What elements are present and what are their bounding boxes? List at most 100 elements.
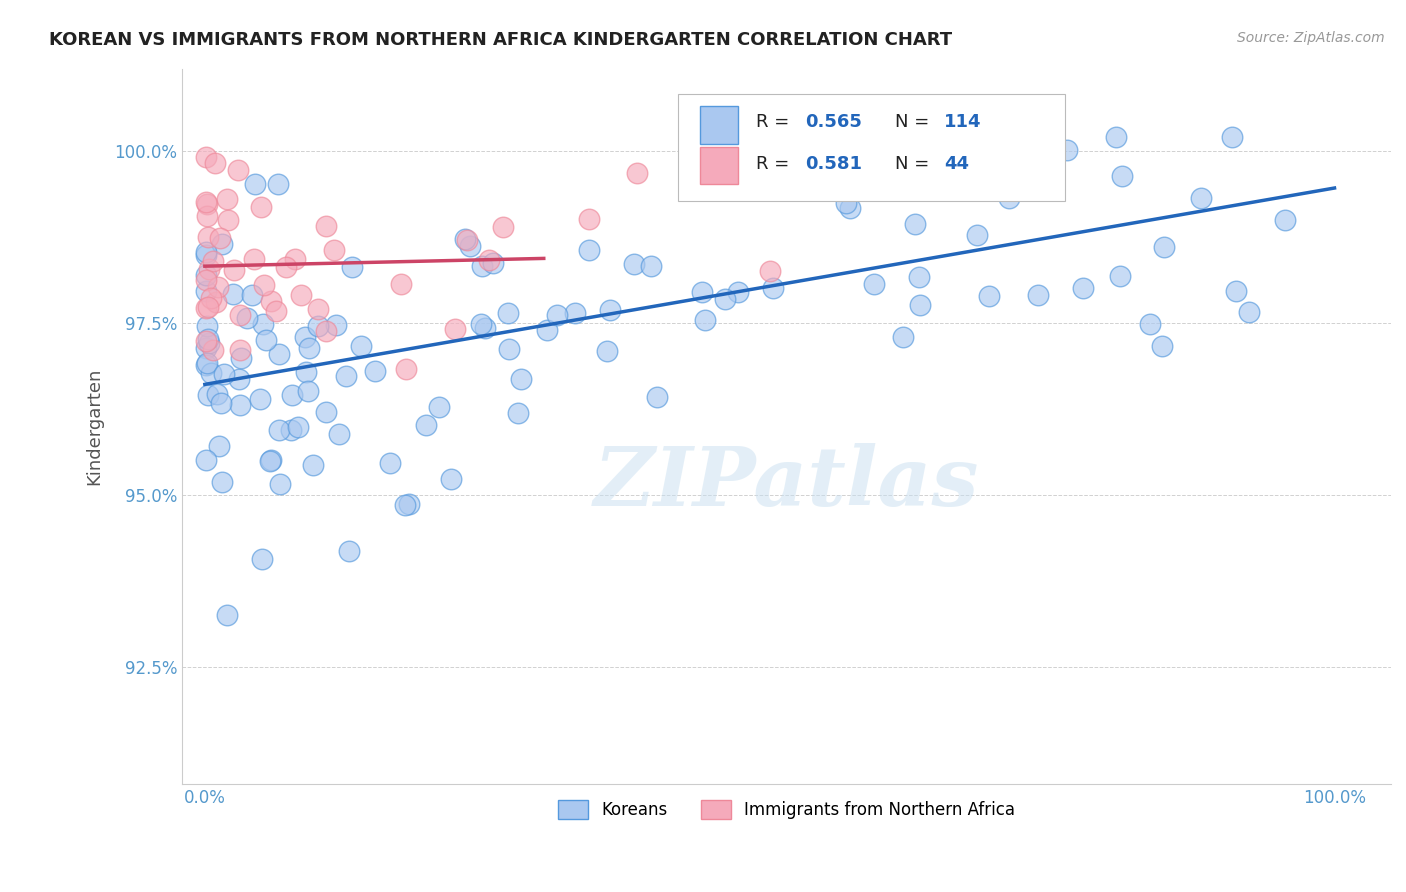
Point bbox=[496, 306, 519, 320]
Point bbox=[966, 227, 988, 242]
Point bbox=[917, 130, 939, 145]
Point bbox=[893, 329, 915, 343]
Text: 0.565: 0.565 bbox=[804, 113, 862, 131]
Point bbox=[714, 292, 737, 306]
Point bbox=[195, 197, 218, 211]
Point bbox=[229, 343, 252, 358]
Point bbox=[596, 343, 619, 358]
Point bbox=[1071, 280, 1094, 294]
Point bbox=[252, 317, 274, 331]
Point bbox=[482, 256, 505, 270]
Point bbox=[195, 209, 218, 223]
Point bbox=[201, 254, 224, 268]
Point bbox=[284, 252, 307, 266]
Point bbox=[229, 398, 252, 412]
Point bbox=[838, 202, 860, 216]
Point bbox=[440, 472, 463, 486]
Point bbox=[474, 320, 496, 334]
Point bbox=[727, 285, 749, 299]
Point bbox=[1139, 317, 1161, 331]
Point bbox=[415, 418, 437, 433]
Point bbox=[949, 166, 972, 180]
Point bbox=[195, 150, 218, 164]
Point bbox=[998, 191, 1021, 205]
Text: R =: R = bbox=[756, 113, 790, 131]
Point bbox=[1109, 269, 1132, 284]
Point bbox=[429, 401, 451, 415]
FancyBboxPatch shape bbox=[700, 147, 738, 185]
Point bbox=[389, 277, 412, 291]
Point bbox=[217, 213, 239, 227]
Point bbox=[208, 439, 231, 453]
Point bbox=[217, 607, 239, 622]
Point bbox=[201, 343, 224, 357]
Point bbox=[280, 423, 302, 437]
Point bbox=[274, 260, 297, 274]
Point bbox=[240, 288, 263, 302]
Point bbox=[208, 230, 231, 244]
Point bbox=[259, 453, 281, 467]
Point bbox=[460, 239, 482, 253]
Point bbox=[260, 293, 283, 308]
Point bbox=[195, 319, 218, 334]
Point bbox=[498, 342, 520, 356]
Point bbox=[222, 286, 245, 301]
Point bbox=[690, 285, 713, 299]
Point bbox=[394, 498, 416, 512]
Point bbox=[325, 318, 347, 333]
Legend: Koreans, Immigrants from Northern Africa: Koreans, Immigrants from Northern Africa bbox=[551, 793, 1022, 825]
Point bbox=[506, 405, 529, 419]
Point bbox=[204, 156, 226, 170]
Point bbox=[236, 311, 259, 326]
Point bbox=[222, 263, 245, 277]
Point bbox=[623, 257, 645, 271]
Point bbox=[456, 233, 478, 247]
Point bbox=[249, 200, 271, 214]
Point bbox=[337, 544, 360, 558]
Text: N =: N = bbox=[896, 113, 929, 131]
Point bbox=[328, 426, 350, 441]
Point bbox=[249, 392, 271, 406]
Point bbox=[195, 247, 218, 261]
Point bbox=[1026, 288, 1049, 302]
Point bbox=[231, 351, 253, 365]
Point bbox=[198, 262, 221, 277]
Point bbox=[398, 497, 420, 511]
Point bbox=[266, 303, 288, 318]
Point bbox=[267, 177, 290, 191]
Point bbox=[259, 454, 281, 468]
Point bbox=[195, 452, 218, 467]
Point bbox=[269, 423, 291, 437]
Point bbox=[478, 252, 501, 267]
Text: 44: 44 bbox=[943, 154, 969, 173]
Point bbox=[695, 313, 717, 327]
Point bbox=[252, 277, 274, 292]
Text: N =: N = bbox=[896, 154, 929, 173]
Point bbox=[970, 130, 993, 145]
Point bbox=[205, 387, 228, 401]
Point bbox=[307, 319, 329, 334]
Point bbox=[298, 341, 321, 355]
Point bbox=[578, 244, 600, 258]
Point bbox=[209, 396, 232, 410]
Point bbox=[1105, 130, 1128, 145]
Point bbox=[195, 358, 218, 372]
Point bbox=[269, 476, 291, 491]
Point bbox=[1225, 284, 1247, 298]
Point bbox=[243, 177, 266, 191]
Text: 114: 114 bbox=[943, 113, 981, 131]
Point bbox=[1274, 212, 1296, 227]
Point bbox=[307, 302, 329, 317]
Point bbox=[195, 268, 218, 282]
Text: 0.581: 0.581 bbox=[804, 154, 862, 173]
Point bbox=[908, 269, 931, 284]
Point bbox=[195, 245, 218, 260]
Point bbox=[364, 364, 387, 378]
Point bbox=[217, 192, 239, 206]
Point bbox=[195, 273, 218, 287]
Point bbox=[195, 341, 218, 355]
Point bbox=[197, 300, 219, 314]
Point bbox=[908, 298, 931, 312]
Point bbox=[228, 372, 250, 386]
Point bbox=[1056, 143, 1078, 157]
